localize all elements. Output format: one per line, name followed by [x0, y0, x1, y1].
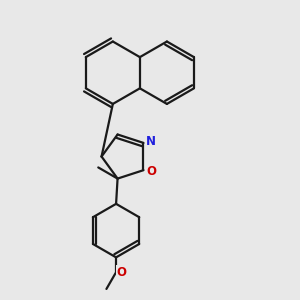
Text: O: O — [146, 165, 156, 178]
Text: O: O — [116, 266, 126, 279]
Text: N: N — [146, 135, 156, 148]
